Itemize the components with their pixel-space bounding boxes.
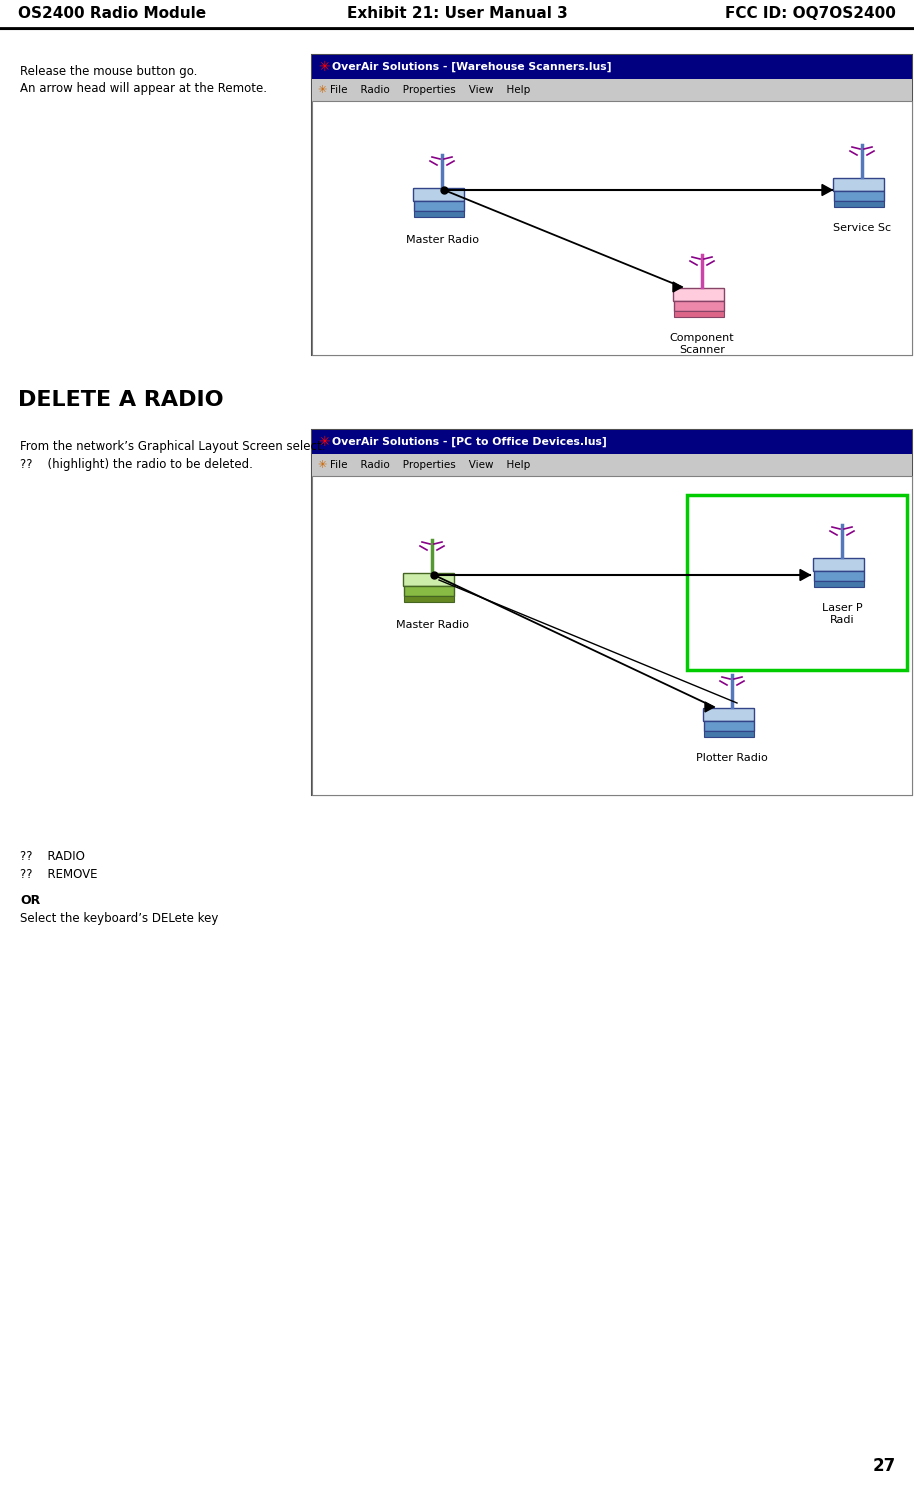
FancyBboxPatch shape (403, 574, 454, 587)
FancyBboxPatch shape (674, 289, 725, 301)
Bar (312, 55, 912, 355)
Text: An arrow head will appear at the Remote.: An arrow head will appear at the Remote. (20, 82, 267, 95)
Bar (312, 475, 912, 796)
Text: Service Sc: Service Sc (833, 224, 891, 232)
Text: ✳: ✳ (318, 435, 330, 448)
Polygon shape (822, 185, 832, 195)
Bar (704, 721, 754, 732)
Bar (687, 495, 907, 670)
Text: Master Radio: Master Radio (406, 235, 479, 244)
Bar (312, 101, 912, 355)
Text: 27: 27 (873, 1457, 896, 1475)
Bar (312, 475, 912, 796)
Text: OS2400 Radio Module: OS2400 Radio Module (18, 6, 207, 21)
Bar (312, 55, 912, 79)
Bar (414, 212, 464, 218)
Text: Release the mouse button go.: Release the mouse button go. (20, 66, 197, 77)
Bar (312, 431, 912, 454)
Polygon shape (800, 569, 810, 581)
Bar (414, 201, 464, 212)
Text: ✳: ✳ (317, 460, 326, 469)
Bar (312, 101, 912, 355)
Bar (834, 201, 884, 207)
Text: FCC ID: OQ7OS2400: FCC ID: OQ7OS2400 (725, 6, 896, 21)
Polygon shape (705, 702, 714, 712)
Polygon shape (673, 282, 682, 292)
Text: Master Radio: Master Radio (396, 620, 469, 630)
FancyBboxPatch shape (704, 709, 754, 721)
Text: Laser P
Radi: Laser P Radi (822, 603, 862, 624)
Text: Plotter Radio: Plotter Radio (696, 752, 768, 763)
Text: OverAir Solutions - [PC to Office Devices.lus]: OverAir Solutions - [PC to Office Device… (332, 437, 607, 447)
Text: ✳: ✳ (317, 85, 326, 95)
Text: File    Radio    Properties    View    Help: File Radio Properties View Help (330, 85, 530, 95)
Bar (814, 571, 864, 581)
Bar (404, 596, 454, 602)
Text: ??    RADIO: ?? RADIO (20, 849, 85, 863)
Bar (834, 191, 884, 201)
Bar (404, 586, 454, 596)
Text: Exhibit 21: User Manual 3: Exhibit 21: User Manual 3 (346, 6, 568, 21)
FancyBboxPatch shape (413, 189, 464, 201)
Bar (312, 431, 912, 796)
Bar (312, 454, 912, 475)
Bar (674, 301, 724, 311)
Text: OverAir Solutions - [Warehouse Scanners.lus]: OverAir Solutions - [Warehouse Scanners.… (332, 63, 611, 72)
Text: Select the keyboard’s DELete key: Select the keyboard’s DELete key (20, 912, 218, 925)
Text: ✳: ✳ (318, 60, 330, 74)
FancyBboxPatch shape (813, 559, 865, 572)
Text: ??    (highlight) the radio to be deleted.: ?? (highlight) the radio to be deleted. (20, 457, 253, 471)
Bar (814, 581, 864, 587)
FancyBboxPatch shape (834, 179, 885, 192)
Text: From the network’s Graphical Layout Screen select:: From the network’s Graphical Layout Scre… (20, 440, 325, 453)
Text: ??    REMOVE: ?? REMOVE (20, 869, 98, 881)
Bar (674, 311, 724, 317)
Text: DELETE A RADIO: DELETE A RADIO (18, 390, 224, 410)
Bar (704, 732, 754, 738)
Text: Component
Scanner: Component Scanner (670, 332, 734, 355)
Bar (312, 79, 912, 101)
Text: File    Radio    Properties    View    Help: File Radio Properties View Help (330, 460, 530, 469)
Text: OR: OR (20, 894, 40, 907)
